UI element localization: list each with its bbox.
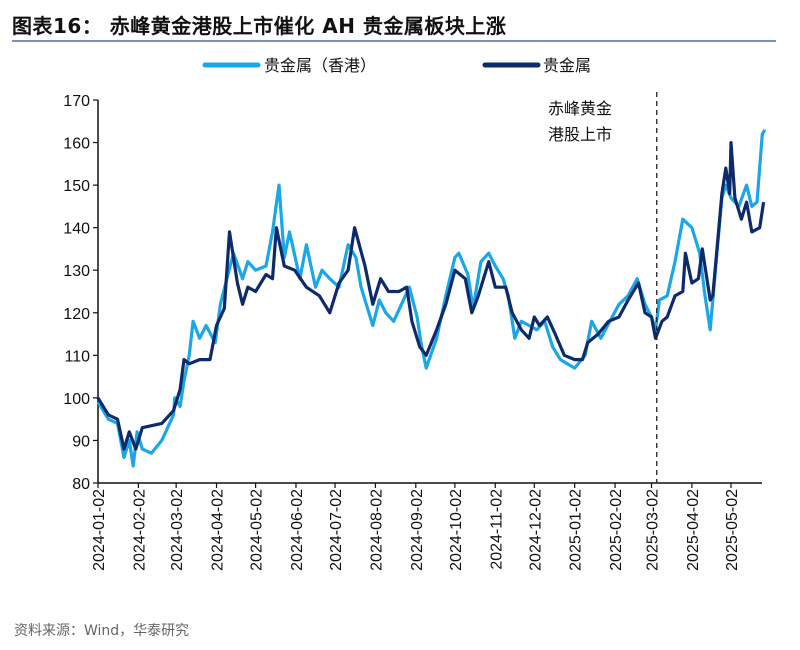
x-tick-label: 2025-02-02: [608, 489, 625, 571]
y-tick-label: 90: [72, 433, 90, 450]
annotation-line-2: 港股上市: [548, 125, 612, 144]
legend-label-hk: 贵金属（香港）: [264, 56, 376, 75]
x-tick-label: 2025-03-02: [645, 489, 662, 571]
x-tick-label: 2024-10-02: [448, 489, 465, 571]
x-tick-label: 2024-07-02: [328, 489, 345, 571]
y-tick-label: 80: [72, 476, 90, 493]
x-tick-label: 2024-04-02: [210, 489, 227, 571]
y-tick-label: 140: [63, 221, 90, 238]
annotation: 赤峰黄金 港股上市: [548, 92, 658, 483]
x-tick-label: 2024-12-02: [527, 489, 544, 571]
legend: 贵金属（香港） 贵金属: [202, 56, 591, 75]
y-tick-label: 160: [63, 136, 90, 153]
y-tick-label: 120: [63, 306, 90, 323]
x-tick-label: 2024-01-02: [91, 489, 108, 571]
x-tick-label: 2025-04-02: [685, 489, 702, 571]
chart-title: 图表16： 赤峰黄金港股上市催化 AH 贵金属板块上涨: [12, 14, 507, 38]
y-tick-label: 100: [63, 391, 90, 408]
x-tick-label: 2024-02-02: [131, 489, 148, 571]
x-tick-label: 2024-05-02: [249, 489, 266, 571]
series-lines: [96, 128, 767, 468]
legend-label-a: 贵金属: [543, 56, 591, 75]
series-line-a-precious-metals: [96, 141, 766, 451]
x-tick-label: 2024-03-02: [169, 489, 186, 571]
series-line-hk-precious-metals: [96, 128, 767, 468]
y-tick-label: 170: [63, 93, 90, 110]
y-tick-label: 130: [63, 263, 90, 280]
x-tick-label: 2024-06-02: [289, 489, 306, 571]
x-tick-label: 2024-11-02: [488, 489, 505, 570]
source-note: 资料来源：Wind，华泰研究: [14, 623, 190, 639]
y-tick-label: 150: [63, 178, 90, 195]
x-tick-label: 2024-08-02: [368, 489, 385, 571]
x-tick-label: 2025-01-02: [568, 489, 585, 571]
x-tick-label: 2024-09-02: [409, 489, 426, 571]
x-tick-label: 2025-05-02: [724, 489, 741, 571]
annotation-line-1: 赤峰黄金: [548, 99, 612, 118]
y-tick-label: 110: [64, 348, 90, 365]
axes: 80 90 100 110 120 130 140 150 160 170 2024-01-02 20…: [63, 93, 762, 571]
title-divider: [12, 40, 776, 42]
